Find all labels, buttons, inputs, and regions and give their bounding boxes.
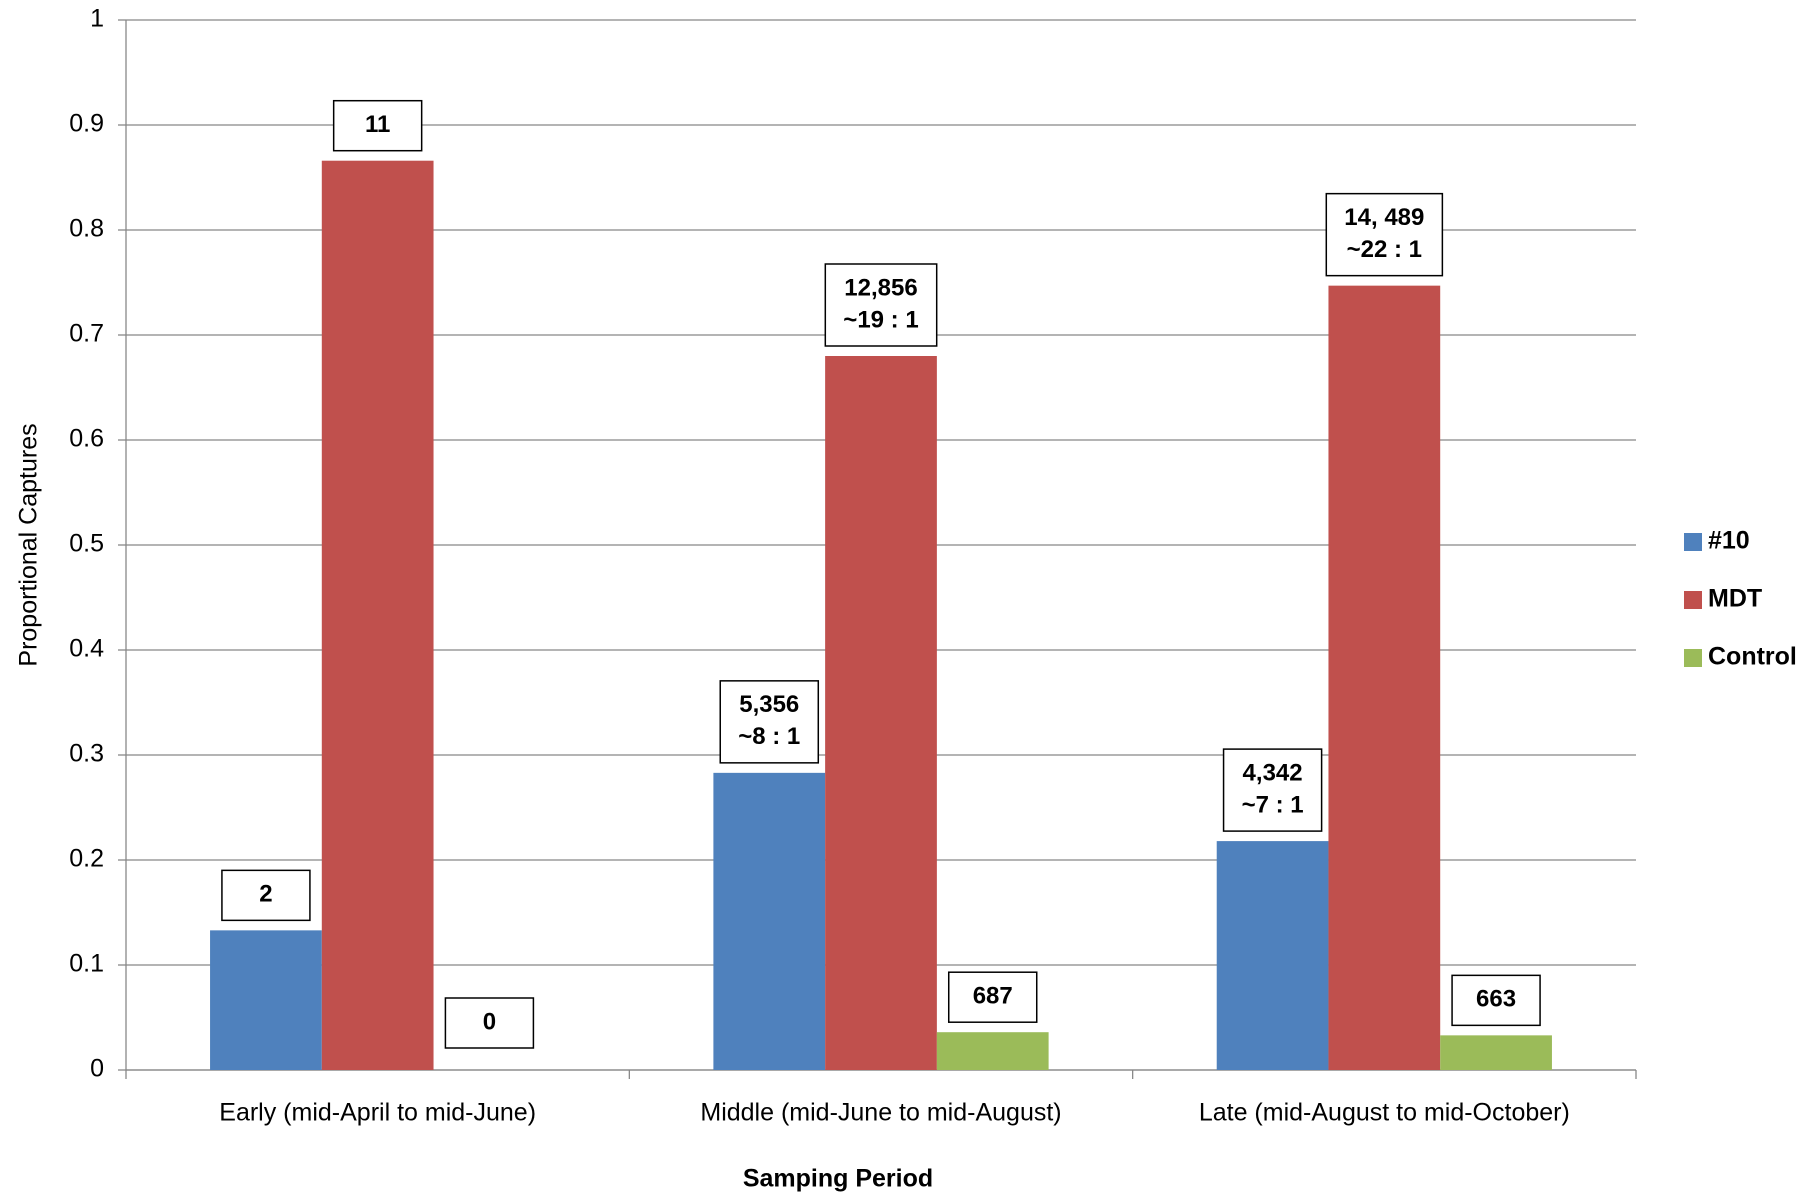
annotation: 11 <box>332 99 423 152</box>
annotation-text: 4,342 <box>1243 759 1303 786</box>
annotation: 12,856 ~19 : 1 <box>824 263 938 347</box>
legend-label: MDT <box>1708 585 1762 613</box>
legend-label: #10 <box>1708 527 1750 555</box>
annotation-text: 663 <box>1476 986 1516 1013</box>
legend-swatch <box>1684 649 1702 667</box>
x-tick-label: Late (mid-August to mid-October) <box>1199 1099 1570 1127</box>
annotation-text: 687 <box>973 983 1013 1010</box>
bar <box>1216 841 1329 1070</box>
y-tick-label: 0.8 <box>69 215 104 243</box>
y-tick-label: 0.6 <box>69 425 104 453</box>
bar <box>210 930 322 1070</box>
annotation-box <box>332 99 423 152</box>
y-axis-title: Proportional Captures <box>15 423 43 666</box>
y-tick-label: 0.3 <box>69 740 104 768</box>
annotation-box <box>221 869 311 922</box>
bar <box>936 1032 1049 1070</box>
annotation: 0 <box>444 997 535 1049</box>
annotation-text: 5,356 <box>739 691 799 718</box>
y-tick-label: 0.1 <box>69 950 104 978</box>
annotation-box <box>444 997 535 1049</box>
y-tick-label: 0.5 <box>69 530 104 558</box>
annotation-text: 0 <box>483 1008 496 1035</box>
annotation-text: 11 <box>365 111 390 138</box>
legend-label: Control <box>1708 643 1797 671</box>
annotation-text: ~7 : 1 <box>1242 791 1304 818</box>
annotation: 2 <box>221 869 311 922</box>
bar <box>1440 1035 1552 1070</box>
legend-swatch <box>1684 533 1702 551</box>
x-tick-label: Middle (mid-June to mid-August) <box>700 1099 1061 1127</box>
annotation-text: ~8 : 1 <box>738 723 800 750</box>
annotation-text: ~22 : 1 <box>1347 236 1422 263</box>
y-tick-label: 0.4 <box>69 635 104 663</box>
annotation-box <box>1222 748 1323 832</box>
annotation-text: ~19 : 1 <box>843 306 918 333</box>
annotation: 5,356 ~8 : 1 <box>719 680 820 764</box>
y-tick-label: 0.9 <box>69 110 104 138</box>
annotation-box <box>1451 974 1541 1027</box>
annotation-text: 14, 489 <box>1344 204 1424 231</box>
x-tick-label: Early (mid-April to mid-June) <box>219 1099 536 1127</box>
annotation-box <box>719 680 820 764</box>
annotation: 687 <box>947 971 1038 1023</box>
x-axis-title: Samping Period <box>743 1165 933 1193</box>
y-tick-label: 0 <box>90 1055 104 1083</box>
bar <box>825 356 937 1070</box>
y-tick-label: 0.2 <box>69 845 104 873</box>
legend-swatch <box>1684 591 1702 609</box>
bar <box>321 160 434 1070</box>
annotation-text: 12,856 <box>844 274 917 301</box>
y-tick-label: 1 <box>90 5 104 33</box>
y-tick-label: 0.7 <box>69 320 104 348</box>
annotation-box <box>947 971 1038 1023</box>
annotation-box <box>1325 192 1444 277</box>
annotation-box <box>824 263 938 347</box>
annotation-text: 2 <box>259 881 272 908</box>
bar <box>713 772 826 1070</box>
bar <box>1328 285 1441 1070</box>
annotation: 663 <box>1451 974 1541 1027</box>
annotation: 14, 489 ~22 : 1 <box>1325 192 1444 277</box>
annotation: 4,342 ~7 : 1 <box>1222 748 1323 832</box>
